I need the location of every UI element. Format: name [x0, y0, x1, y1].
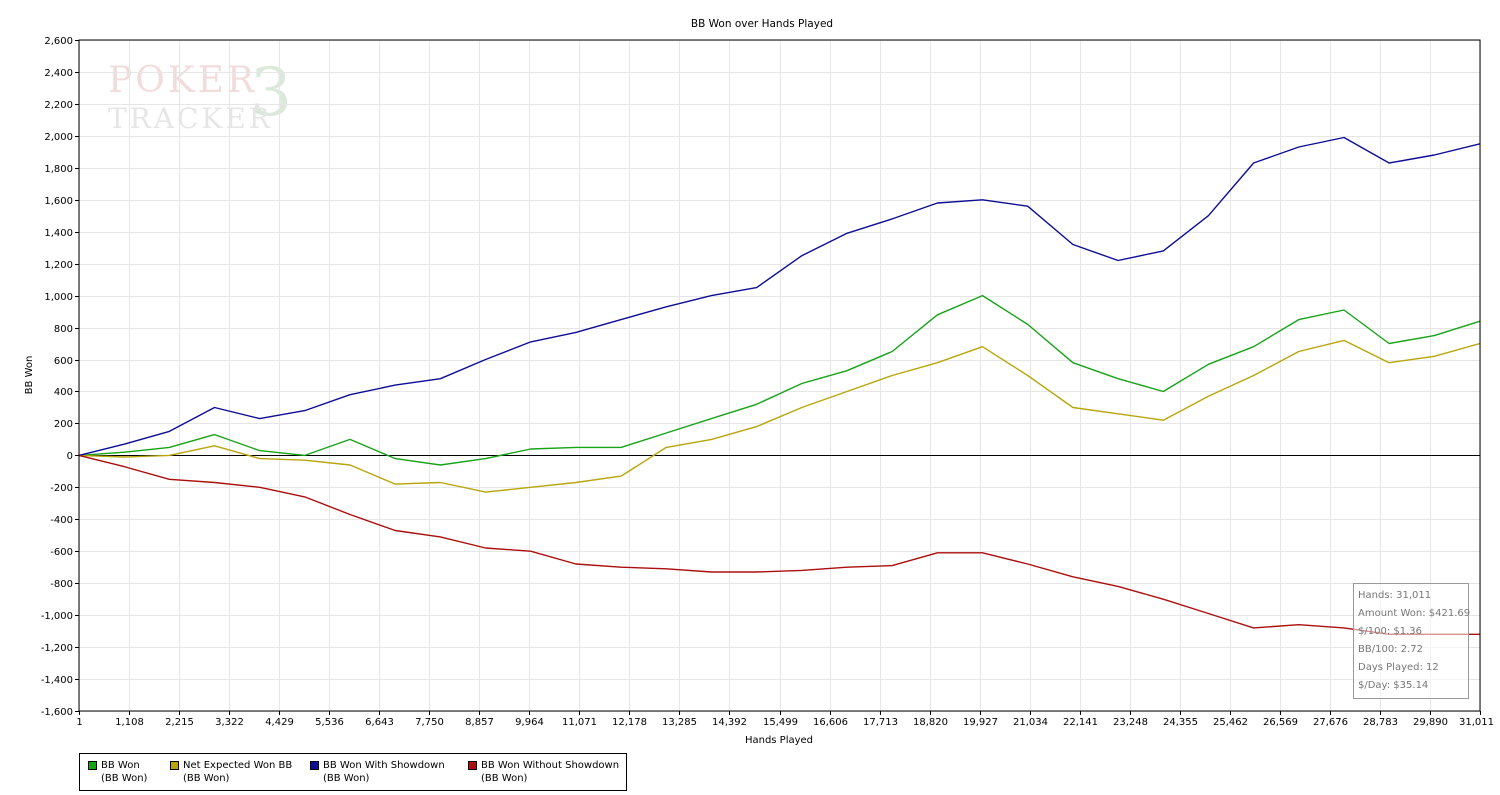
chart-legend: BB Won (BB Won) Net Expected Won BB (BB Wo… [79, 753, 627, 791]
y-axis-label: BB Won [24, 356, 35, 395]
y-tick-label: 2,000 [44, 132, 73, 143]
y-tick-label: 1,400 [44, 228, 73, 239]
x-tick-label: 31,011 [1459, 717, 1494, 728]
legend-sublabel: (BB Won) [323, 773, 370, 784]
y-tick-label: 1,800 [44, 164, 73, 175]
x-tick-label: 29,890 [1413, 717, 1448, 728]
y-tick-label: 1,000 [44, 292, 73, 303]
y-tick-label: 600 [54, 356, 73, 367]
x-tick-label: 7,750 [415, 717, 444, 728]
legend-swatch [468, 761, 477, 770]
x-tick-label: 14,392 [712, 717, 747, 728]
x-tick-label: 21,034 [1013, 717, 1048, 728]
series-line-bb-won-with-showdown [78, 136, 1481, 457]
x-tick-label: 12,178 [612, 717, 647, 728]
stat-bb-per-100: BB/100: 2.72 [1358, 644, 1423, 655]
x-tick-label: 17,713 [863, 717, 898, 728]
legend-label: Net Expected Won BB [183, 760, 293, 771]
watermark-line1: POKER [108, 60, 257, 101]
x-tick-label: 3,322 [215, 717, 244, 728]
legend-label: BB Won [101, 760, 140, 771]
x-tick-label: 19,927 [963, 717, 998, 728]
x-tick-label: 22,141 [1063, 717, 1098, 728]
x-tick-label: 6,643 [365, 717, 394, 728]
x-tick-label: 2,215 [165, 717, 194, 728]
x-tick-label: 16,606 [813, 717, 848, 728]
x-tick-label: 18,820 [913, 717, 948, 728]
x-tick-label: 24,355 [1163, 717, 1198, 728]
x-axis-label: Hands Played [745, 735, 813, 746]
y-tick-label: 2,400 [44, 68, 73, 79]
legend-sublabel: (BB Won) [481, 773, 528, 784]
y-tick-label: -400 [50, 515, 73, 526]
y-tick-label: 0 [67, 451, 73, 462]
y-tick-label: 200 [54, 419, 73, 430]
series-line-bb-won-without-showdown [78, 454, 1480, 635]
y-tick-label: -1,600 [41, 707, 73, 718]
x-tick-label: 15,499 [763, 717, 798, 728]
legend-sublabel: (BB Won) [183, 773, 230, 784]
y-tick-label: -1,400 [41, 675, 73, 686]
watermark-line2: TRACKER [108, 102, 273, 135]
y-tick-label: 2,600 [44, 36, 73, 47]
x-axis-ticks: 1 1,108 2,215 3,322 4,429 5,536 6,643 7,750 8,85… [76, 711, 1494, 728]
legend-label: BB Won With Showdown [323, 760, 445, 771]
series-line-bb-won [78, 294, 1481, 466]
stat-dollars-per-day: $/Day: $35.14 [1358, 680, 1429, 691]
y-axis-ticks: 2,600 2,400 2,200 2,000 1,800 1,600 1,400 1,200… [41, 36, 79, 718]
y-tick-label: -800 [50, 579, 73, 590]
y-tick-label: 400 [54, 387, 73, 398]
legend-sublabel: (BB Won) [101, 773, 148, 784]
x-tick-label: 11,071 [562, 717, 597, 728]
y-tick-label: 1,600 [44, 196, 73, 207]
x-tick-label: 8,857 [465, 717, 494, 728]
stat-amount-won: Amount Won: $421.69 [1358, 608, 1471, 619]
x-tick-label: 5,536 [315, 717, 344, 728]
x-tick-label: 23,248 [1113, 717, 1148, 728]
y-tick-label: -200 [50, 483, 73, 494]
series-lines [78, 136, 1481, 635]
chart-title: BB Won over Hands Played [691, 18, 833, 30]
x-tick-label: 4,429 [265, 717, 294, 728]
y-tick-label: 1,200 [44, 260, 73, 271]
x-tick-label: 27,676 [1313, 717, 1348, 728]
watermark-digit: 3 [250, 54, 292, 131]
y-tick-label: 800 [54, 324, 73, 335]
legend-label: BB Won Without Showdown [481, 760, 620, 771]
x-tick-label: 25,462 [1213, 717, 1248, 728]
stat-hands: Hands: 31,011 [1358, 590, 1432, 601]
stat-days-played: Days Played: 12 [1358, 662, 1439, 673]
y-tick-label: 2,200 [44, 100, 73, 111]
stat-dollars-per-100: $/100: $1.36 [1358, 626, 1422, 637]
legend-swatch [310, 761, 319, 770]
x-tick-label: 9,964 [515, 717, 544, 728]
legend-swatch [88, 761, 97, 770]
stats-box: Hands: 31,011 Amount Won: $421.69 $/100:… [1353, 583, 1471, 699]
plot-frame [78, 39, 1481, 712]
y-gridlines [79, 40, 1480, 712]
y-tick-label: -1,000 [41, 611, 73, 622]
x-tick-label: 13,285 [662, 717, 697, 728]
series-line-net-expected-won-bb [78, 339, 1481, 493]
y-tick-label: -600 [50, 547, 73, 558]
x-tick-label: 1 [76, 717, 82, 728]
y-tick-label: -1,200 [41, 643, 73, 654]
x-tick-label: 1,108 [115, 717, 144, 728]
x-gridlines [79, 40, 1481, 711]
x-tick-label: 26,569 [1263, 717, 1298, 728]
watermark: POKER 3 TRACKER [108, 54, 292, 135]
legend-swatch [170, 761, 179, 770]
x-tick-label: 28,783 [1363, 717, 1398, 728]
